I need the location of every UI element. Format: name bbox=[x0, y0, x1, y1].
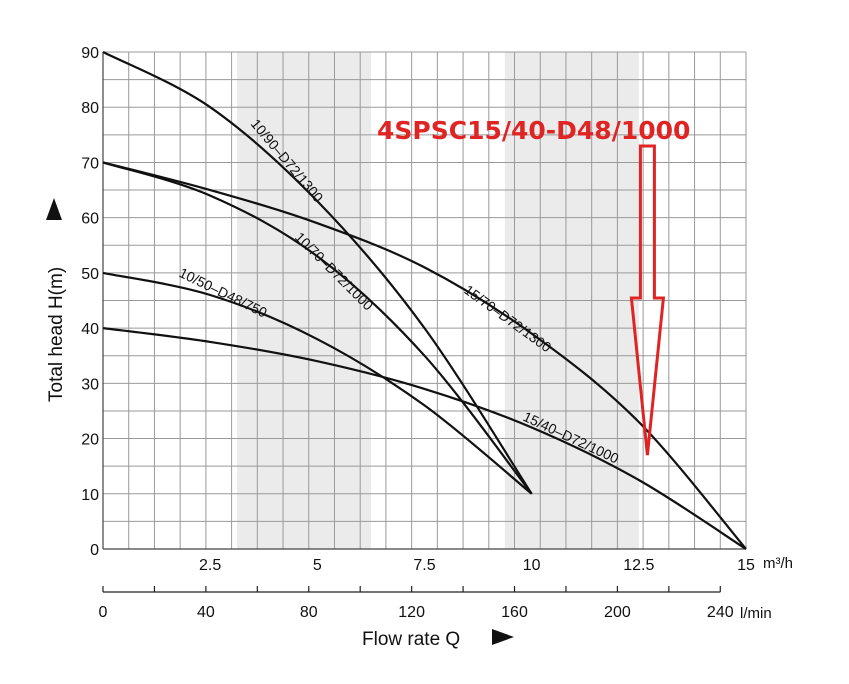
x-axis-arrow-icon bbox=[492, 629, 514, 645]
secondary-x-axis bbox=[102, 586, 721, 593]
x-axis-title: Flow rate Q bbox=[362, 629, 460, 650]
x2-tick-label: 0 bbox=[99, 604, 108, 621]
annotation-arrow bbox=[629, 144, 666, 456]
x2-tick-label: 160 bbox=[501, 604, 528, 621]
series-line-2 bbox=[102, 161, 533, 495]
x2-tick-label: 80 bbox=[300, 604, 318, 621]
x-tick-label: 12.5 bbox=[623, 557, 654, 574]
x-tick-label: 15 bbox=[737, 557, 755, 574]
x-unit-primary: m³/h bbox=[763, 555, 793, 572]
y-axis-title: Total head H(m) bbox=[46, 267, 67, 402]
y-tick-label: 10 bbox=[81, 487, 99, 504]
series-curves bbox=[102, 51, 747, 550]
y-tick-label: 90 bbox=[81, 45, 99, 62]
x2-tick-label: 40 bbox=[197, 604, 215, 621]
y-tick-label: 80 bbox=[81, 100, 99, 117]
series-line-1 bbox=[102, 51, 533, 495]
y-tick-label: 60 bbox=[81, 211, 99, 228]
x-tick-label: 5 bbox=[313, 557, 322, 574]
x-tick-label: 10 bbox=[523, 557, 541, 574]
x-unit-secondary: l/min bbox=[740, 605, 772, 622]
annotation-label: 4SPSC15/40-D48/1000 bbox=[377, 116, 690, 145]
axes bbox=[102, 52, 746, 550]
x2-tick-label: 240 bbox=[707, 604, 734, 621]
y-tick-label: 0 bbox=[90, 542, 99, 559]
series-line-3 bbox=[102, 271, 533, 495]
x-tick-labels: 2.5 5 7.5 10 12.5 15 bbox=[199, 557, 755, 574]
x-tick-label: 2.5 bbox=[199, 557, 221, 574]
series-line-5 bbox=[102, 327, 747, 550]
x2-tick-labels: 0 40 80 120 160 200 240 bbox=[99, 604, 734, 621]
y-tick-label: 70 bbox=[81, 155, 99, 172]
x2-tick-label: 120 bbox=[398, 604, 425, 621]
down-arrow-icon bbox=[629, 144, 666, 456]
y-tick-labels: 0 10 20 30 40 50 60 70 80 90 bbox=[81, 45, 99, 559]
x2-tick-label: 200 bbox=[604, 604, 631, 621]
y-axis-arrow-icon bbox=[46, 198, 62, 220]
y-tick-label: 20 bbox=[81, 432, 99, 449]
y-tick-label: 30 bbox=[81, 376, 99, 393]
y-tick-label: 50 bbox=[81, 266, 99, 283]
y-tick-label: 40 bbox=[81, 321, 99, 338]
series-line-4 bbox=[102, 161, 747, 550]
x-tick-label: 7.5 bbox=[413, 557, 435, 574]
